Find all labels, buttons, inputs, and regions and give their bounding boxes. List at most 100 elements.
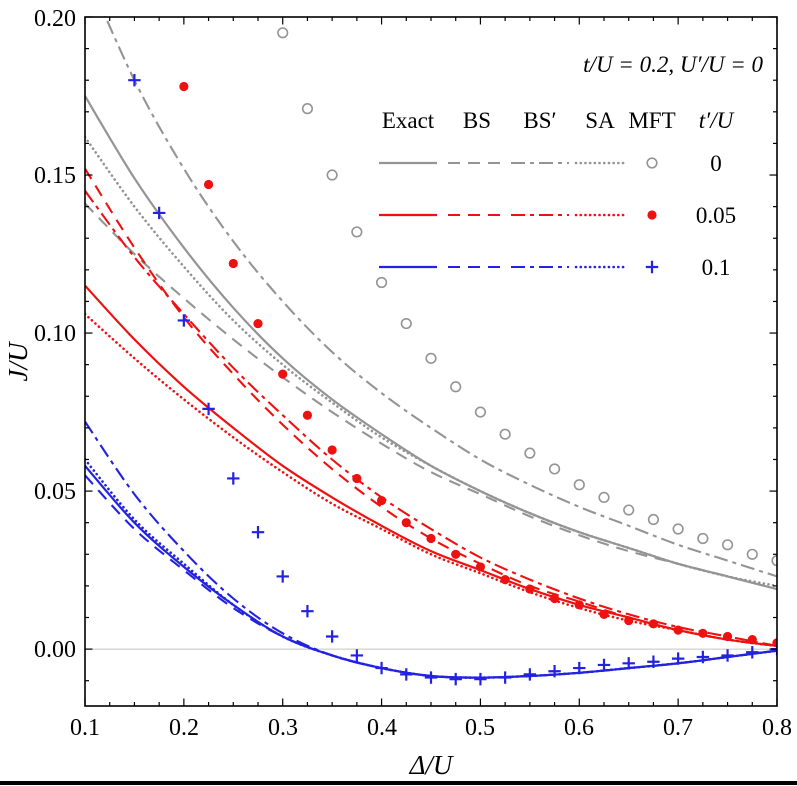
marker-blue-mft xyxy=(474,672,487,686)
series-layer xyxy=(85,16,777,686)
marker-gray-mft xyxy=(721,539,734,551)
x-tick-label-0.7: 0.7 xyxy=(663,715,693,741)
legend-header-exact: Exact xyxy=(382,108,435,133)
legend-sample-red-marker xyxy=(647,210,657,220)
y-axis-label: J/U xyxy=(3,341,33,381)
y-tick-label-0.10: 0.10 xyxy=(34,321,76,347)
x-axis-label: Δ/U xyxy=(409,750,454,780)
marker-blue-mft xyxy=(177,314,191,327)
marker-red-mft xyxy=(500,574,510,585)
marker-blue-mft xyxy=(696,650,710,664)
marker-red-mft xyxy=(549,593,560,604)
marker-red-mft xyxy=(574,600,584,610)
marker-gray-mft xyxy=(326,169,338,181)
marker-blue-mft xyxy=(276,570,289,583)
plot-frame xyxy=(84,16,778,707)
x-tick-label-0.1: 0.1 xyxy=(70,715,100,741)
marker-blue-mft xyxy=(573,661,586,675)
marker-gray-mft xyxy=(672,523,684,535)
marker-blue-mft xyxy=(523,668,537,681)
x-tick-label-0.6: 0.6 xyxy=(564,715,594,741)
marker-red-mft xyxy=(698,628,708,638)
legend-value-0: 0 xyxy=(710,151,722,176)
marker-gray-mft xyxy=(548,463,561,475)
x-tick-label-0.5: 0.5 xyxy=(465,715,495,741)
marker-red-mft xyxy=(673,625,683,635)
marker-gray-mft xyxy=(425,352,437,364)
marker-red-mft xyxy=(179,81,189,92)
marker-blue-mft xyxy=(227,472,240,485)
marker-red-mft xyxy=(525,584,535,594)
marker-red-mft xyxy=(327,445,337,455)
marker-gray-mft xyxy=(277,27,289,39)
marker-red-mft xyxy=(624,616,634,626)
marker-red-mft xyxy=(228,258,238,269)
frame-layer xyxy=(84,16,778,707)
marker-blue-mft xyxy=(375,661,388,675)
curve-gray-solid xyxy=(85,95,777,591)
marker-blue-mft xyxy=(449,672,462,686)
curve-red-solid xyxy=(85,284,777,647)
marker-red-mft xyxy=(772,638,777,648)
marker-blue-mft xyxy=(671,652,685,665)
x-tick-label-0.4: 0.4 xyxy=(367,715,397,741)
marker-red-mft xyxy=(648,619,659,629)
marker-red-mft xyxy=(747,635,757,645)
y-tick-label-0.00: 0.00 xyxy=(34,637,76,663)
curve-gray-dotted xyxy=(85,135,777,588)
legend-sample-layer xyxy=(379,157,659,274)
curve-gray-dashdot xyxy=(104,16,777,578)
marker-blue-mft xyxy=(548,665,561,678)
marker-blue-mft xyxy=(301,604,314,618)
marker-gray-mft xyxy=(573,479,585,491)
legend-title: t/U = 0.2, U′/U = 0 xyxy=(583,52,763,77)
marker-red-mft xyxy=(401,518,411,528)
marker-red-mft xyxy=(352,473,362,484)
x-tick-label-0.8: 0.8 xyxy=(762,715,792,741)
y-tick-label-0.20: 0.20 xyxy=(34,6,76,32)
marker-gray-mft xyxy=(351,226,363,238)
curve-red-dashdot xyxy=(85,190,777,647)
legend-header-bs: BS xyxy=(463,108,491,133)
marker-gray-mft xyxy=(746,548,758,560)
marker-blue-mft xyxy=(128,74,141,87)
marker-red-mft xyxy=(376,495,387,506)
marker-blue-mft xyxy=(721,649,734,662)
legend-value-0.05: 0.05 xyxy=(696,203,736,228)
marker-gray-mft xyxy=(623,504,635,516)
legend-value-0.1: 0.1 xyxy=(702,255,731,280)
marker-gray-mft xyxy=(598,491,610,504)
marker-blue-mft xyxy=(424,671,438,684)
marker-blue-mft xyxy=(350,649,364,662)
marker-gray-mft xyxy=(524,447,536,459)
marker-red-mft xyxy=(451,549,461,559)
legend-header-bs-prime: BS′ xyxy=(523,108,556,133)
legend-header-sa: SA xyxy=(585,108,615,133)
bottom-rule xyxy=(0,781,797,785)
y-tick-label-0.15: 0.15 xyxy=(34,163,76,189)
marker-blue-mft xyxy=(251,525,265,539)
marker-blue-mft xyxy=(647,655,660,668)
marker-red-mft xyxy=(302,410,313,420)
marker-blue-mft xyxy=(152,206,166,220)
marker-red-mft xyxy=(203,179,214,190)
legend-sample-blue-marker xyxy=(645,260,659,274)
marker-red-mft xyxy=(599,609,609,619)
x-tick-label-0.3: 0.3 xyxy=(268,715,298,741)
marker-red-mft xyxy=(253,318,263,329)
legend-sample-gray-marker xyxy=(646,157,658,169)
marker-gray-mft xyxy=(474,406,487,418)
curve-blue-dashdot xyxy=(85,421,777,679)
marker-gray-mft xyxy=(499,428,511,440)
marker-gray-mft xyxy=(301,103,314,115)
x-tick-label-0.2: 0.2 xyxy=(169,715,199,741)
marker-red-mft xyxy=(475,562,486,572)
legend-header-mft: MFT xyxy=(628,108,675,133)
marker-blue-mft xyxy=(597,658,611,672)
curve-blue-dotted xyxy=(85,458,777,679)
marker-gray-mft xyxy=(771,555,777,567)
marker-blue-mft xyxy=(498,671,512,684)
marker-red-mft xyxy=(426,533,436,544)
marker-gray-mft xyxy=(647,513,660,526)
